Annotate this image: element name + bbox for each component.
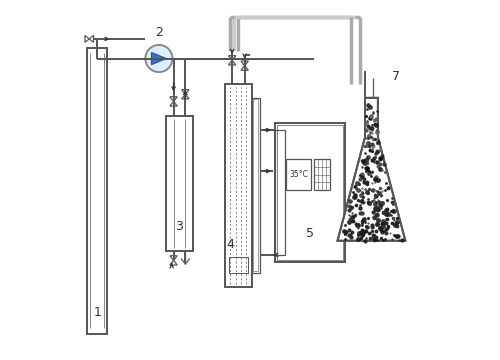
Text: 35°C: 35°C — [289, 170, 308, 179]
Bar — [286, 159, 312, 190]
Text: 3: 3 — [176, 220, 184, 233]
Bar — [275, 130, 284, 255]
Polygon shape — [152, 53, 166, 65]
Bar — [314, 159, 330, 190]
Polygon shape — [182, 90, 189, 94]
Polygon shape — [228, 60, 236, 65]
Text: 5: 5 — [306, 227, 314, 240]
Polygon shape — [182, 94, 189, 99]
Bar — [225, 84, 252, 287]
Polygon shape — [90, 36, 94, 42]
Bar — [275, 123, 344, 262]
Polygon shape — [338, 98, 406, 241]
Polygon shape — [170, 256, 177, 260]
Bar — [253, 99, 258, 271]
Text: 4: 4 — [226, 238, 234, 251]
Text: 2: 2 — [155, 26, 163, 39]
Polygon shape — [170, 102, 177, 106]
Polygon shape — [85, 36, 89, 42]
Polygon shape — [241, 66, 248, 70]
Bar — [277, 125, 342, 260]
Polygon shape — [228, 56, 236, 60]
Bar — [228, 257, 248, 273]
Polygon shape — [170, 97, 177, 102]
Bar — [252, 98, 260, 273]
Polygon shape — [170, 260, 177, 265]
Bar — [88, 48, 107, 334]
Circle shape — [146, 45, 172, 72]
Text: 1: 1 — [94, 306, 101, 319]
Polygon shape — [241, 61, 248, 66]
Text: 7: 7 — [392, 70, 400, 83]
Bar — [166, 116, 193, 251]
